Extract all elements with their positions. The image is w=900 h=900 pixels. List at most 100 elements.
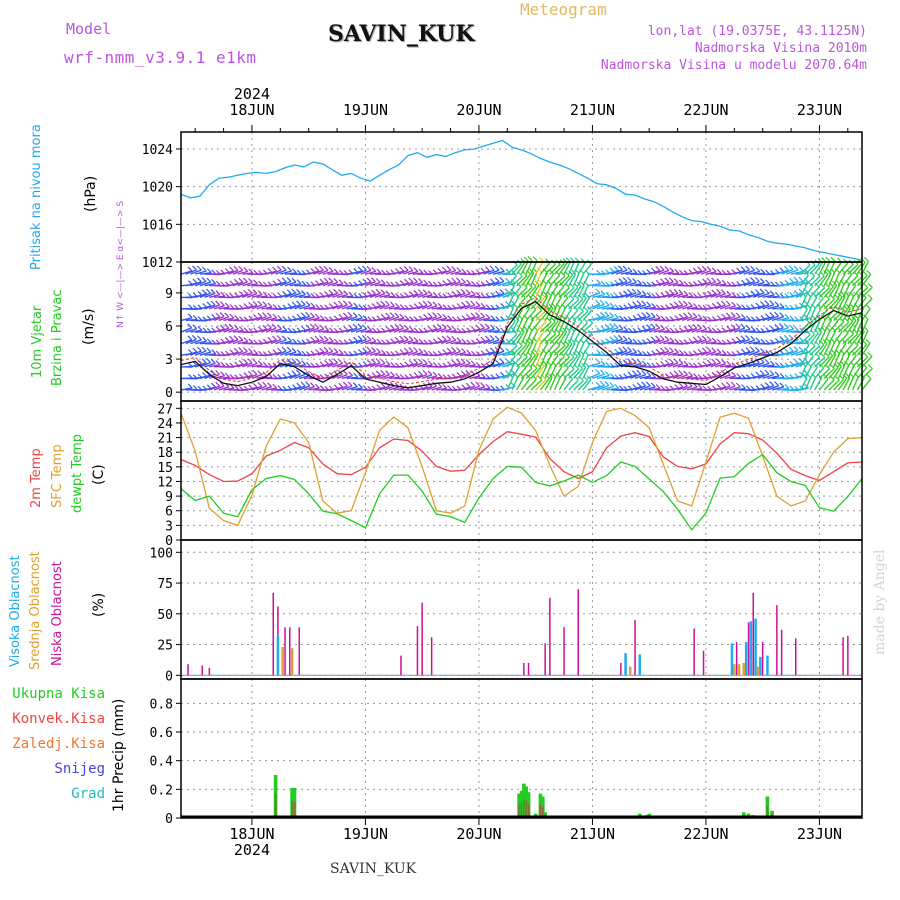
wind-barb (232, 269, 243, 275)
wind-barb (847, 344, 859, 356)
wind-barb-feather (655, 323, 661, 329)
wind-barb-feather (432, 312, 438, 318)
wind-barb (506, 333, 518, 345)
wind-barb-feather (541, 305, 547, 311)
wind-barb (691, 327, 702, 333)
wind-barb (436, 387, 447, 391)
wind-barb (837, 342, 847, 356)
wind-barb-feather (446, 347, 452, 353)
wind-barb-feather (574, 257, 580, 263)
wind-barb-feather (460, 288, 466, 294)
wind-barb (804, 308, 812, 321)
wind-barb-feather (338, 349, 344, 355)
wind-barb (431, 327, 442, 333)
y-tick-label: 3 (165, 519, 173, 534)
wind-barb-feather (333, 338, 339, 344)
wind-barb (757, 283, 770, 287)
wind-barb-feather (277, 324, 282, 330)
wind-barb-feather (595, 358, 601, 364)
wind-barb-feather (480, 302, 486, 308)
wind-barb (856, 377, 866, 391)
wind-barb-feather (863, 352, 869, 358)
cloud-bar (766, 655, 769, 676)
wind-barb-feather (660, 315, 666, 321)
wind-barb (412, 374, 423, 380)
wind-barb (242, 351, 253, 356)
wind-barb (837, 365, 846, 379)
wind-barb (195, 340, 207, 345)
wind-barb (776, 269, 789, 275)
wind-barb (847, 307, 855, 321)
wind-barb (511, 366, 520, 379)
wind-barb-feather (301, 290, 306, 296)
wind-barb (426, 385, 437, 391)
wind-barb-feather (343, 290, 349, 296)
wind-barb (530, 341, 538, 356)
wind-barb-feather (669, 267, 675, 273)
y-tick-label: 6 (165, 505, 173, 520)
wind-barb-feather (673, 288, 679, 294)
wind-barb-feather (730, 324, 736, 330)
wind-barb-feather (437, 267, 443, 273)
wind-barb-feather (465, 289, 471, 295)
y-tick-label: 50 (157, 608, 173, 623)
wind-barb (587, 372, 600, 380)
wind-barb-feather (460, 278, 466, 283)
wind-barb-feather (668, 358, 674, 364)
wind-barb (417, 386, 428, 391)
wind-barb-feather (215, 300, 221, 306)
wind-barb-feather (725, 312, 731, 318)
wind-barb (799, 308, 808, 321)
wind-barb (336, 316, 348, 322)
wind-barb-feather (224, 323, 230, 329)
wind-barb-feather (774, 381, 780, 387)
wind-barb-feather (196, 277, 202, 283)
wind-barb (511, 307, 519, 321)
wind-barb-feather (266, 323, 272, 329)
wind-barb-feather (687, 324, 693, 330)
wind-barb (506, 285, 516, 298)
wind-barb (497, 281, 510, 287)
wind-barb-feather (485, 348, 491, 354)
wind-barb (525, 341, 534, 356)
wind-barb (403, 350, 414, 356)
wind-barb (294, 293, 306, 298)
wind-barb (644, 327, 656, 333)
wind-barb (332, 373, 343, 380)
wind-barb (209, 304, 220, 310)
wind-barb (520, 330, 529, 344)
wind-barb (663, 281, 674, 287)
wind-barb-feather (716, 278, 722, 284)
wind-barb (691, 317, 703, 322)
wind-barb (572, 367, 584, 379)
wind-barb (620, 280, 632, 287)
wind-barb-feather (206, 338, 212, 344)
wind-barb-feather (678, 313, 684, 319)
wind-barb-feather (504, 357, 510, 363)
x-year-label-bottom: 2024 (234, 841, 270, 859)
wind-barb-feather (465, 369, 471, 375)
wind-barb (790, 270, 804, 275)
wind-barb-feather (641, 290, 647, 296)
wind-barb-feather (456, 327, 462, 333)
wind-barb (530, 379, 543, 391)
wind-barb-feather (779, 267, 785, 273)
wind-barb (663, 341, 675, 345)
wind-barb (530, 353, 540, 368)
wind-barb-feather (779, 312, 785, 318)
wind-barb (842, 321, 854, 333)
wind-barb (851, 376, 859, 391)
wind-barb-feather (437, 336, 443, 342)
wind-barb (786, 349, 799, 356)
wind-barb (710, 374, 721, 380)
wind-barb-feather (825, 283, 830, 289)
wind-barb (483, 328, 495, 333)
wind-barb (568, 309, 579, 321)
wind-barb-feather (272, 383, 278, 389)
wind-barb (388, 316, 400, 322)
wind-barb-feather (475, 371, 481, 377)
wind-barb (369, 374, 381, 380)
wind-barb (790, 280, 804, 287)
wind-barb (719, 385, 731, 391)
wind-barb-feather (783, 323, 789, 329)
